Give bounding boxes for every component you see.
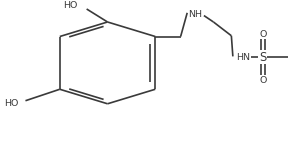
Text: HO: HO [4, 99, 18, 108]
Text: HN: HN [236, 53, 250, 62]
Text: O: O [259, 30, 266, 39]
Text: O: O [259, 76, 266, 85]
Text: NH: NH [189, 10, 202, 19]
Text: HO: HO [63, 1, 78, 10]
Text: S: S [259, 51, 266, 64]
